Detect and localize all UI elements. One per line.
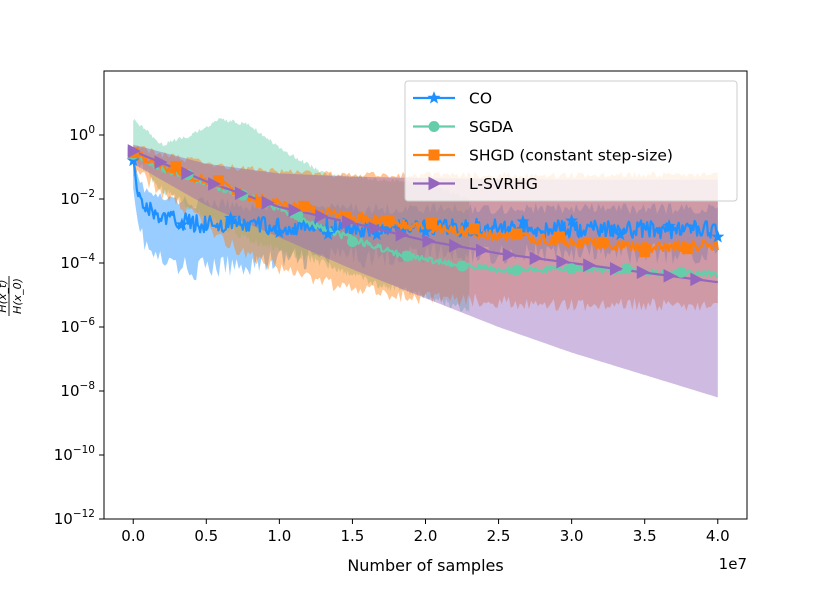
x-tick-label: 2.0 [414,527,438,545]
y-tick-label: 10−4 [60,252,95,272]
marker-co [126,153,140,167]
marker-l-svrhg [154,155,168,169]
legend-swatch-marker [428,149,440,161]
marker-shgd-constant-step-size [298,200,310,212]
x-axis-offset-label: 1e7 [719,555,747,573]
marker-co [711,229,725,243]
legend-label: CO [469,90,492,108]
marker-co [224,211,238,224]
marker-l-svrhg [583,258,597,273]
marker-co [175,217,189,231]
marker-l-svrhg [529,251,543,266]
legend: CO SGDA SHGD (constant step-size) L-SVRHG [404,80,738,202]
y-tick-label: 10−6 [60,316,95,336]
legend-label: L-SVRHG [469,175,538,193]
marker-l-svrhg [395,227,409,242]
marker-sgda [401,250,413,262]
marker-shgd-constant-step-size [511,228,523,240]
marker-co [321,227,335,240]
line-sgda [132,151,718,278]
marker-l-svrhg [342,215,356,229]
y-axis-title-numerator: H(x_t) [0,279,9,312]
marker-l-svrhg [609,261,624,276]
series-markers [126,144,725,287]
marker-shgd-constant-step-size [383,215,395,227]
marker-l-svrhg [261,195,275,210]
legend-label: SHGD (constant step-size) [469,147,673,165]
y-tick-label: 100 [69,124,95,144]
legend-swatch-marker [428,121,440,132]
marker-l-svrhg [449,238,463,253]
legend-entry-co: CO [413,90,492,108]
marker-co [272,225,286,239]
x-tick-label: 1.5 [341,527,365,545]
marker-l-svrhg [368,221,382,236]
marker-sgda [346,235,358,247]
x-tick-label: 2.5 [487,527,511,545]
marker-shgd-constant-step-size [639,246,651,258]
marker-l-svrhg [127,144,141,158]
x-axis-ticks: 0.0 0.5 1.0 1.5 2.0 2.5 3.0 3.5 4.0 [121,519,730,545]
marker-l-svrhg [422,234,436,248]
y-axis-ticks: 100 10−2 10−4 10−6 10−8 10−10 10−12 [54,124,104,528]
marker-l-svrhg [556,254,570,269]
legend-entry-shgd-constant-step-size: SHGD (constant step-size) [413,147,673,165]
marker-l-svrhg [208,177,222,191]
marker-l-svrhg [288,203,302,218]
marker-l-svrhg [502,247,516,262]
marker-co [662,219,676,232]
legend-entry-l-svrhg: L-SVRHG [413,175,538,193]
marker-l-svrhg [690,272,704,287]
y-tick-label: 10−10 [54,444,95,464]
marker-shgd-constant-step-size [681,243,693,255]
marker-co [418,224,433,238]
marker-shgd-constant-step-size [553,231,565,243]
x-tick-label: 0.0 [121,527,145,545]
x-tick-label: 3.0 [560,527,584,545]
marker-l-svrhg [234,186,248,201]
y-tick-label: 10−8 [60,380,95,400]
y-axis-title: H(x_t) H(x_0) [0,276,24,316]
x-tick-label: 0.5 [194,527,218,545]
marker-co [516,214,530,228]
marker-l-svrhg [181,166,195,181]
marker-sgda [456,260,468,272]
marker-l-svrhg [476,243,490,258]
y-tick-label: 10−12 [54,508,95,528]
marker-sgda [675,266,687,278]
x-tick-label: 1.0 [267,527,291,545]
x-axis-title: Number of samples [347,556,503,575]
y-tick-label: 10−2 [60,188,95,208]
marker-co [565,213,579,227]
marker-sgda [566,263,578,275]
legend-frame [404,80,738,202]
marker-sgda [620,262,632,274]
legend-label: SGDA [469,118,514,136]
band-co [133,156,718,281]
legend-swatch-marker [427,91,441,104]
y-axis-title-denominator: H(x_0) [11,278,24,314]
marker-l-svrhg [663,268,677,283]
marker-l-svrhg [315,209,329,223]
marker-shgd-constant-step-size [426,217,438,229]
x-tick-label: 4.0 [706,527,730,545]
legend-entry-sgda: SGDA [413,118,514,136]
marker-shgd-constant-step-size [596,236,608,248]
marker-shgd-constant-step-size [468,223,480,235]
marker-l-svrhg [636,265,650,280]
marker-sgda [511,264,523,276]
marker-co [613,227,628,241]
marker-shgd-constant-step-size [170,161,182,173]
x-tick-label: 3.5 [633,527,657,545]
legend-swatch-marker [428,176,442,191]
